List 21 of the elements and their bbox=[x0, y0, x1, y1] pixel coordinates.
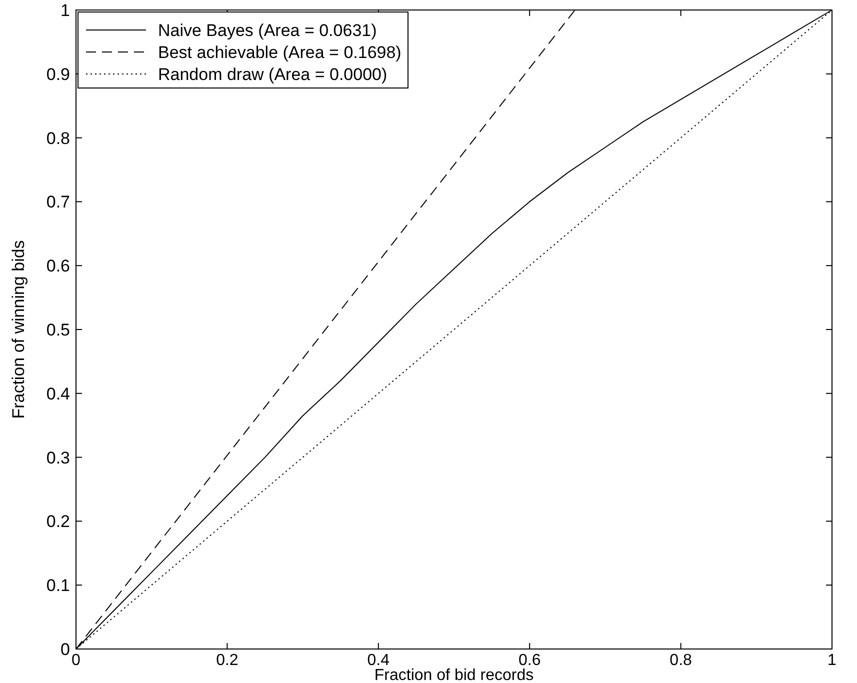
y-tick-label: 0.2 bbox=[46, 512, 70, 532]
y-tick-label: 0.4 bbox=[46, 384, 70, 404]
y-tick-label: 0.7 bbox=[46, 192, 70, 212]
x-tick-label: 0.8 bbox=[670, 652, 692, 669]
y-tick-label: 0.5 bbox=[46, 320, 70, 340]
legend-label: Best achievable (Area = 0.1698) bbox=[158, 42, 402, 62]
legend-label: Random draw (Area = 0.0000) bbox=[158, 64, 388, 84]
y-tick-label: 0.6 bbox=[46, 256, 70, 276]
y-tick-label: 0.1 bbox=[46, 576, 70, 596]
y-axis-title: Fraction of winning bids bbox=[9, 240, 28, 419]
y-tick-label: 0.8 bbox=[46, 128, 70, 148]
y-tick-label: 0.9 bbox=[46, 64, 70, 84]
x-tick-label: 0.4 bbox=[367, 652, 390, 669]
x-tick-label: 0.6 bbox=[518, 652, 541, 669]
x-tick-label: 1 bbox=[828, 652, 837, 669]
legend-label: Naive Bayes (Area = 0.0631) bbox=[158, 20, 377, 40]
x-axis-title: Fraction of bid records bbox=[374, 667, 534, 683]
x-tick-label: 0 bbox=[72, 652, 81, 669]
y-tick-label: 0.3 bbox=[46, 448, 70, 468]
x-tick-label: 0.2 bbox=[216, 652, 238, 669]
y-tick-label: 1 bbox=[60, 0, 70, 20]
